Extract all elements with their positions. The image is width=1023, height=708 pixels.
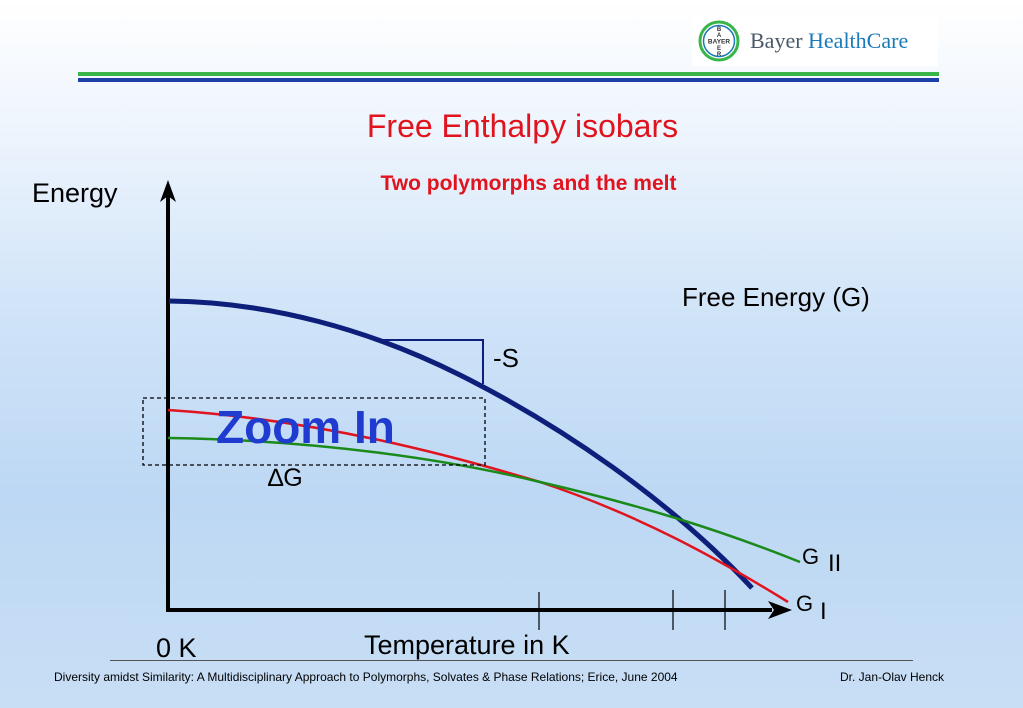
svg-text:BAYER: BAYER [708,39,730,46]
y-axis-label: Energy [32,178,118,208]
delta-g-label: ∆G [268,464,303,492]
form-ii-subscript: II [828,550,842,577]
slope-triangle [382,339,484,384]
origin-label: 0 K [156,633,197,663]
free-energy-curve [168,298,754,590]
slide-subtitle: Two polymorphs and the melt [380,172,677,195]
zoom-region-box [142,397,486,466]
header-rule-blue [78,78,939,82]
x-axis-label: Temperature in K [364,630,570,660]
bayer-cross-icon: B A BAYER E R [698,20,740,62]
free-energy-label: Free Energy (G) [682,282,870,312]
header-rule-green [78,72,939,76]
svg-text:A: A [717,33,722,39]
logo-division: HealthCare [808,28,909,53]
svg-text:R: R [717,52,722,58]
footer-citation: Diversity amidst Similarity: A Multidisc… [54,670,678,684]
svg-text:B: B [717,27,722,33]
zoom-in-label: Zoom In [216,401,395,453]
slope-label: -S [493,343,519,373]
form-ii-symbol: G [802,544,820,569]
x-axis-arrowhead [768,601,792,619]
bayer-healthcare-logo: B A BAYER E R Bayer HealthCare [692,16,938,66]
svg-text:E: E [717,46,721,52]
form-ii-curve [167,436,801,564]
logo-brand: Bayer [750,28,809,53]
form-i-subscript: I [820,598,827,625]
footer-rule [110,660,913,661]
y-axis-arrowhead [160,180,176,202]
logo-wordmark: Bayer HealthCare [750,28,908,54]
slide-title: Free Enthalpy isobars [366,108,679,144]
footer-author: Dr. Jan-Olav Henck [840,670,945,684]
form-i-symbol: G [796,591,814,616]
